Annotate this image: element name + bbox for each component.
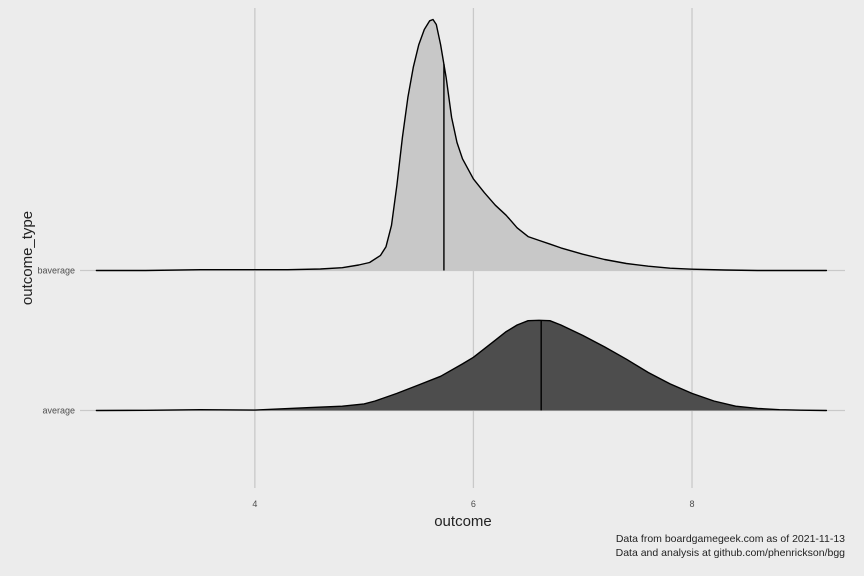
density-line-baverage bbox=[95, 18, 828, 272]
density-ridges bbox=[95, 18, 828, 412]
density-line-average bbox=[95, 319, 828, 412]
x-tick-labels: 4 6 8 bbox=[252, 499, 694, 509]
x-axis-title: outcome bbox=[434, 513, 492, 530]
density-area-average bbox=[96, 320, 827, 411]
y-tick-labels: baverage average bbox=[37, 266, 75, 416]
y-tick-label-average: average bbox=[42, 406, 75, 416]
caption-line-1: Data from boardgamegeek.com as of 2021-1… bbox=[616, 533, 845, 545]
x-tick-label-6: 6 bbox=[471, 499, 476, 509]
x-tick-label-8: 8 bbox=[689, 499, 694, 509]
y-tick-label-baverage: baverage bbox=[37, 266, 75, 276]
y-axis-title: outcome_type bbox=[19, 211, 36, 305]
caption-line-2: Data and analysis at github.com/phenrick… bbox=[616, 547, 846, 559]
density-area-baverage bbox=[96, 19, 827, 271]
x-tick-label-4: 4 bbox=[252, 499, 257, 509]
